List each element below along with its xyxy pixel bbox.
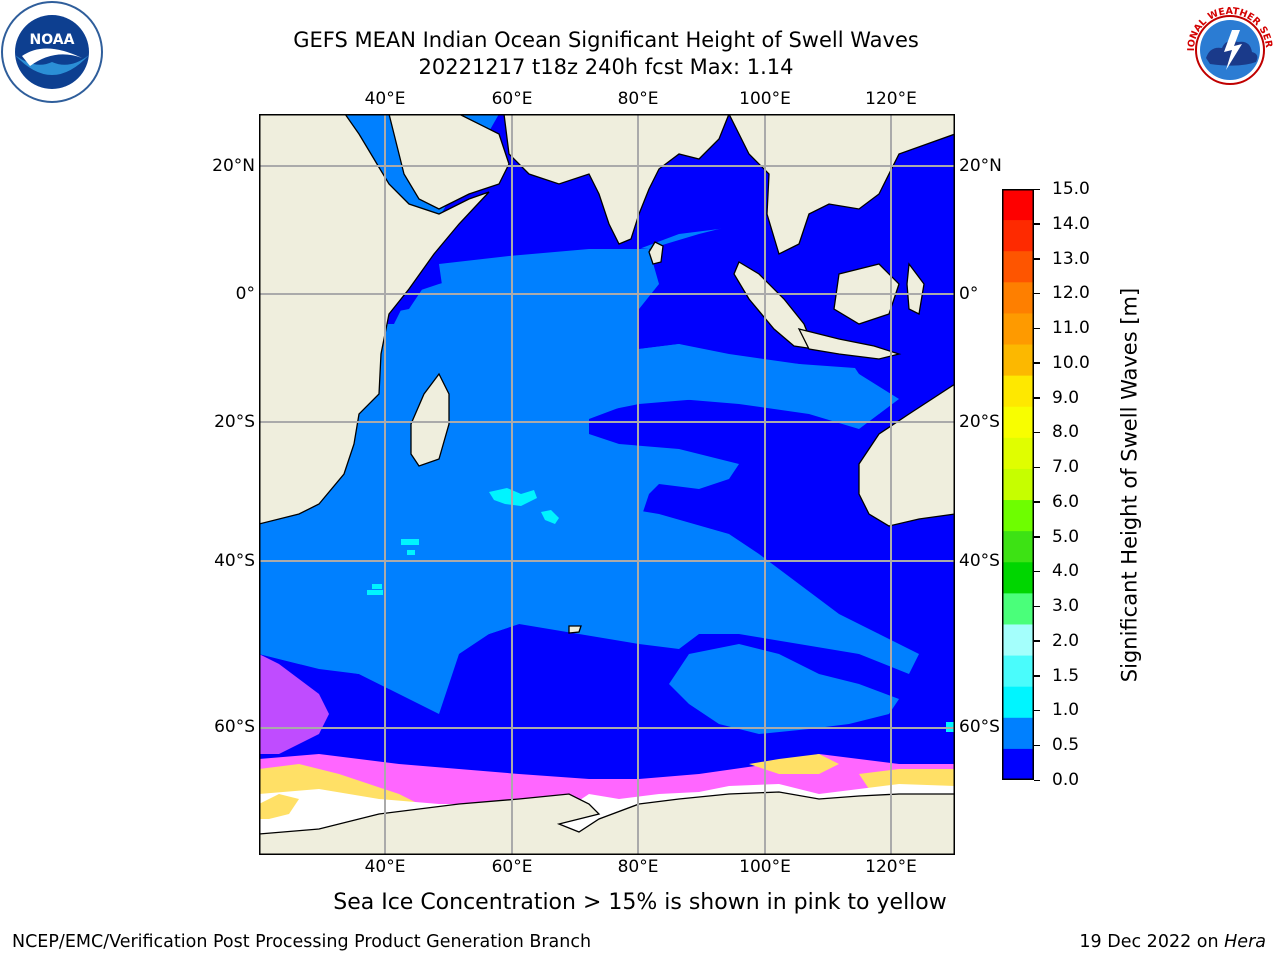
colorbar-tick-mark <box>1034 431 1040 434</box>
nws-logo: NATIONAL WEATHER SERVICE <box>1176 0 1280 100</box>
lat-tick-left: 20°S <box>214 412 255 432</box>
colorbar-swatch <box>1002 468 1034 501</box>
lat-tick-right: 60°S <box>959 717 1000 737</box>
colorbar-tick-label: 2.0 <box>1052 630 1080 651</box>
colorbar <box>1002 189 1034 781</box>
lon-tick-bottom: 100°E <box>739 857 791 877</box>
map-subtitle: 20221217 t18z 240h fcst Max: 1.14 <box>418 55 794 79</box>
colorbar-swatch <box>1002 375 1034 408</box>
lat-tick-right: 20°N <box>959 156 1002 176</box>
colorbar-swatch <box>1002 251 1034 283</box>
colorbar-tick-mark <box>1034 744 1040 747</box>
colorbar-tick-mark <box>1034 327 1040 330</box>
colorbar-tick-label: 5.0 <box>1052 526 1080 547</box>
colorbar-swatch <box>1002 406 1034 439</box>
colorbar-swatch <box>1002 220 1034 252</box>
date-text: 19 Dec 2022 on Hera <box>1079 932 1266 952</box>
lon-tick-bottom: 60°E <box>491 857 533 877</box>
colorbar-swatch <box>1002 531 1034 563</box>
colorbar-tick-label: 9.0 <box>1052 387 1080 408</box>
sea-ice-note: Sea Ice Concentration > 15% is shown in … <box>333 890 947 915</box>
colorbar-tick-label: 0.0 <box>1052 770 1080 790</box>
noaa-logo: NOAA <box>0 0 104 104</box>
colorbar-swatch <box>1002 748 1034 781</box>
colorbar-swatch <box>1002 686 1034 719</box>
colorbar-swatch <box>1002 593 1034 626</box>
colorbar-tick-mark <box>1034 501 1040 503</box>
colorbar-tick-mark <box>1034 466 1040 469</box>
colorbar-tick-label: 8.0 <box>1052 422 1080 443</box>
lon-tick-top: 40°E <box>364 89 406 109</box>
colorbar-tick-mark <box>1034 536 1040 538</box>
colorbar-tick-mark <box>1034 675 1040 677</box>
colorbar-tick-mark <box>1034 188 1040 190</box>
colorbar-swatch <box>1002 624 1034 657</box>
colorbar-tick-label: 1.0 <box>1052 700 1080 721</box>
lon-tick-bottom: 120°E <box>865 857 917 877</box>
lat-tick-right: 20°S <box>959 412 1000 432</box>
colorbar-tick-mark <box>1034 709 1040 712</box>
colorbar-tick-label: 13.0 <box>1052 248 1090 269</box>
lat-tick-left: 20°N <box>212 156 255 176</box>
colorbar-swatch <box>1002 717 1034 750</box>
colorbar-tick-mark <box>1034 605 1040 608</box>
colorbar-tick-label: 12.0 <box>1052 283 1090 304</box>
colorbar-swatch <box>1002 655 1034 688</box>
machine-name: Hera <box>1224 932 1266 952</box>
colorbar-tick-label: 15.0 <box>1052 179 1090 199</box>
colorbar-tick-label: 11.0 <box>1052 318 1090 339</box>
colorbar-tick-label: 0.5 <box>1052 735 1080 756</box>
lon-tick-bottom: 40°E <box>364 857 406 877</box>
colorbar-tick-mark <box>1034 640 1040 642</box>
colorbar-tick-label: 1.5 <box>1052 665 1080 686</box>
colorbar-tick-mark <box>1034 397 1040 399</box>
lat-tick-left: 60°S <box>214 717 255 737</box>
colorbar-tick-mark <box>1034 779 1040 781</box>
colorbar-tick-label: 3.0 <box>1052 596 1080 617</box>
lat-tick-right: 40°S <box>959 551 1000 571</box>
colorbar-svg <box>1002 189 1034 781</box>
svg-text:NOAA: NOAA <box>30 32 75 48</box>
colorbar-swatch <box>1002 437 1034 470</box>
colorbar-swatch <box>1002 282 1034 315</box>
map-svg <box>259 114 955 855</box>
colorbar-tick-label: 6.0 <box>1052 491 1080 512</box>
colorbar-tick-mark <box>1034 258 1040 260</box>
colorbar-swatch <box>1002 500 1034 532</box>
lon-tick-top: 120°E <box>865 89 917 109</box>
lat-tick-right: 0° <box>959 284 979 304</box>
date-prefix: 19 Dec 2022 on <box>1079 932 1225 952</box>
map-title: GEFS MEAN Indian Ocean Significant Heigh… <box>293 28 919 52</box>
colorbar-tick-mark <box>1034 292 1040 295</box>
lon-tick-top: 60°E <box>491 89 533 109</box>
credit-text: NCEP/EMC/Verification Post Processing Pr… <box>12 932 592 952</box>
colorbar-tick-mark <box>1034 362 1040 364</box>
lat-tick-left: 0° <box>235 284 255 304</box>
colorbar-swatch <box>1002 562 1034 594</box>
colorbar-tick-mark <box>1034 570 1040 573</box>
lon-tick-top: 80°E <box>617 89 659 109</box>
colorbar-tick-label: 10.0 <box>1052 352 1090 373</box>
colorbar-tick-mark <box>1034 223 1040 225</box>
colorbar-tick-label: 4.0 <box>1052 561 1080 582</box>
map-area <box>259 114 955 855</box>
colorbar-title: Significant Height of Swell Waves [m] <box>1117 287 1142 683</box>
colorbar-swatch <box>1002 189 1034 221</box>
lon-tick-top: 100°E <box>739 89 791 109</box>
colorbar-swatch <box>1002 313 1034 346</box>
colorbar-swatch <box>1002 344 1034 377</box>
graticule <box>259 114 955 855</box>
lat-tick-left: 40°S <box>214 551 255 571</box>
colorbar-tick-label: 7.0 <box>1052 457 1080 478</box>
lon-tick-bottom: 80°E <box>617 857 659 877</box>
colorbar-tick-label: 14.0 <box>1052 213 1090 234</box>
